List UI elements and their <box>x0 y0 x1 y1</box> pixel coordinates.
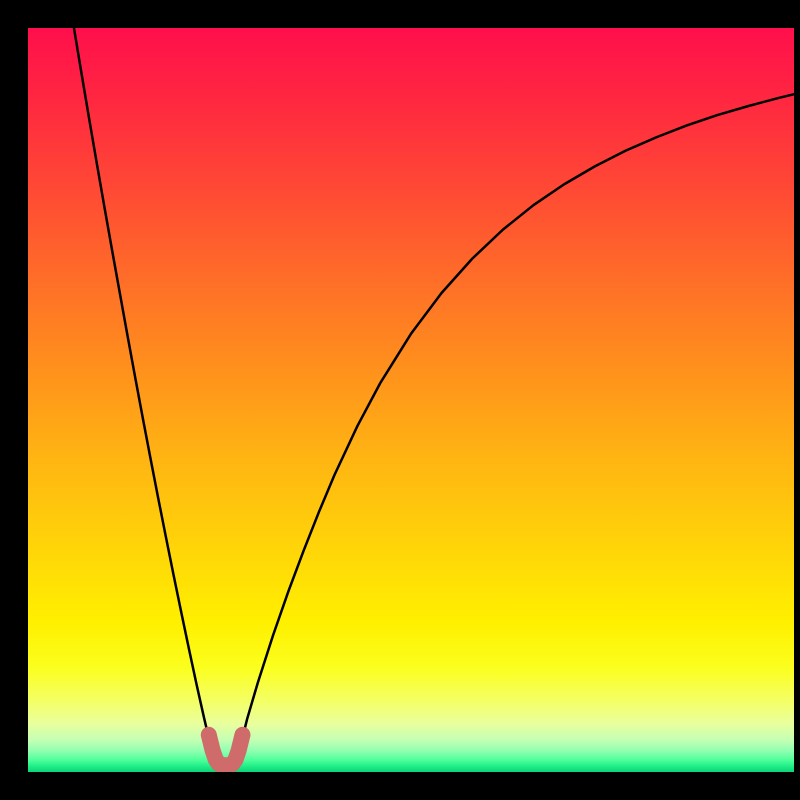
gradient-background <box>28 28 794 772</box>
chart-plot-area <box>28 28 794 772</box>
chart-border <box>794 0 800 800</box>
chart-border <box>0 772 800 800</box>
chart-border <box>0 0 800 28</box>
chart-border <box>0 0 28 800</box>
chart-svg <box>28 28 794 772</box>
